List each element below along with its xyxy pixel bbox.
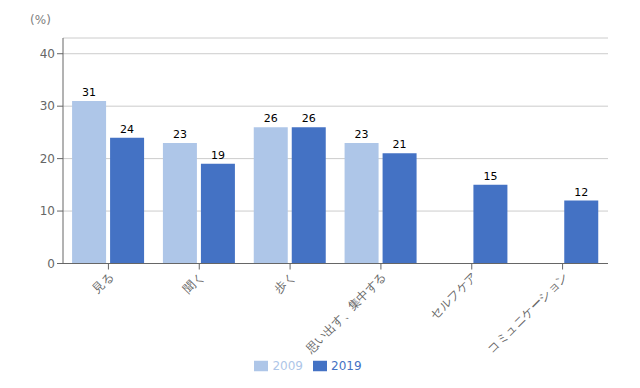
svg-text:思い出す、集中する: 思い出す、集中する <box>302 270 389 357</box>
svg-text:40: 40 <box>40 47 55 61</box>
svg-text:見る: 見る <box>90 270 117 297</box>
svg-text:30: 30 <box>40 99 55 113</box>
svg-text:聞く: 聞く <box>181 270 208 297</box>
svg-text:10: 10 <box>40 204 55 218</box>
svg-text:31: 31 <box>82 86 96 99</box>
svg-text:15: 15 <box>483 170 497 183</box>
svg-text:26: 26 <box>302 112 316 125</box>
svg-text:歩く: 歩く <box>271 270 298 297</box>
svg-text:0: 0 <box>47 257 55 271</box>
svg-text:23: 23 <box>355 128 369 141</box>
html-text:2009: 2009 <box>272 358 303 373</box>
svg-text:12: 12 <box>574 186 588 199</box>
svg-text:19: 19 <box>211 149 225 162</box>
svg-text:21: 21 <box>393 138 407 151</box>
svg-text:23: 23 <box>173 128 187 141</box>
svg-text:セルフケア: セルフケア <box>428 270 480 322</box>
html-text:2019: 2019 <box>331 358 362 373</box>
svg-text:24: 24 <box>120 123 134 136</box>
svg-text:コミュニケーション: コミュニケーション <box>484 270 570 356</box>
svg-text:(%): (%) <box>30 13 51 27</box>
svg-text:26: 26 <box>264 112 278 125</box>
svg-text:20: 20 <box>40 152 55 166</box>
